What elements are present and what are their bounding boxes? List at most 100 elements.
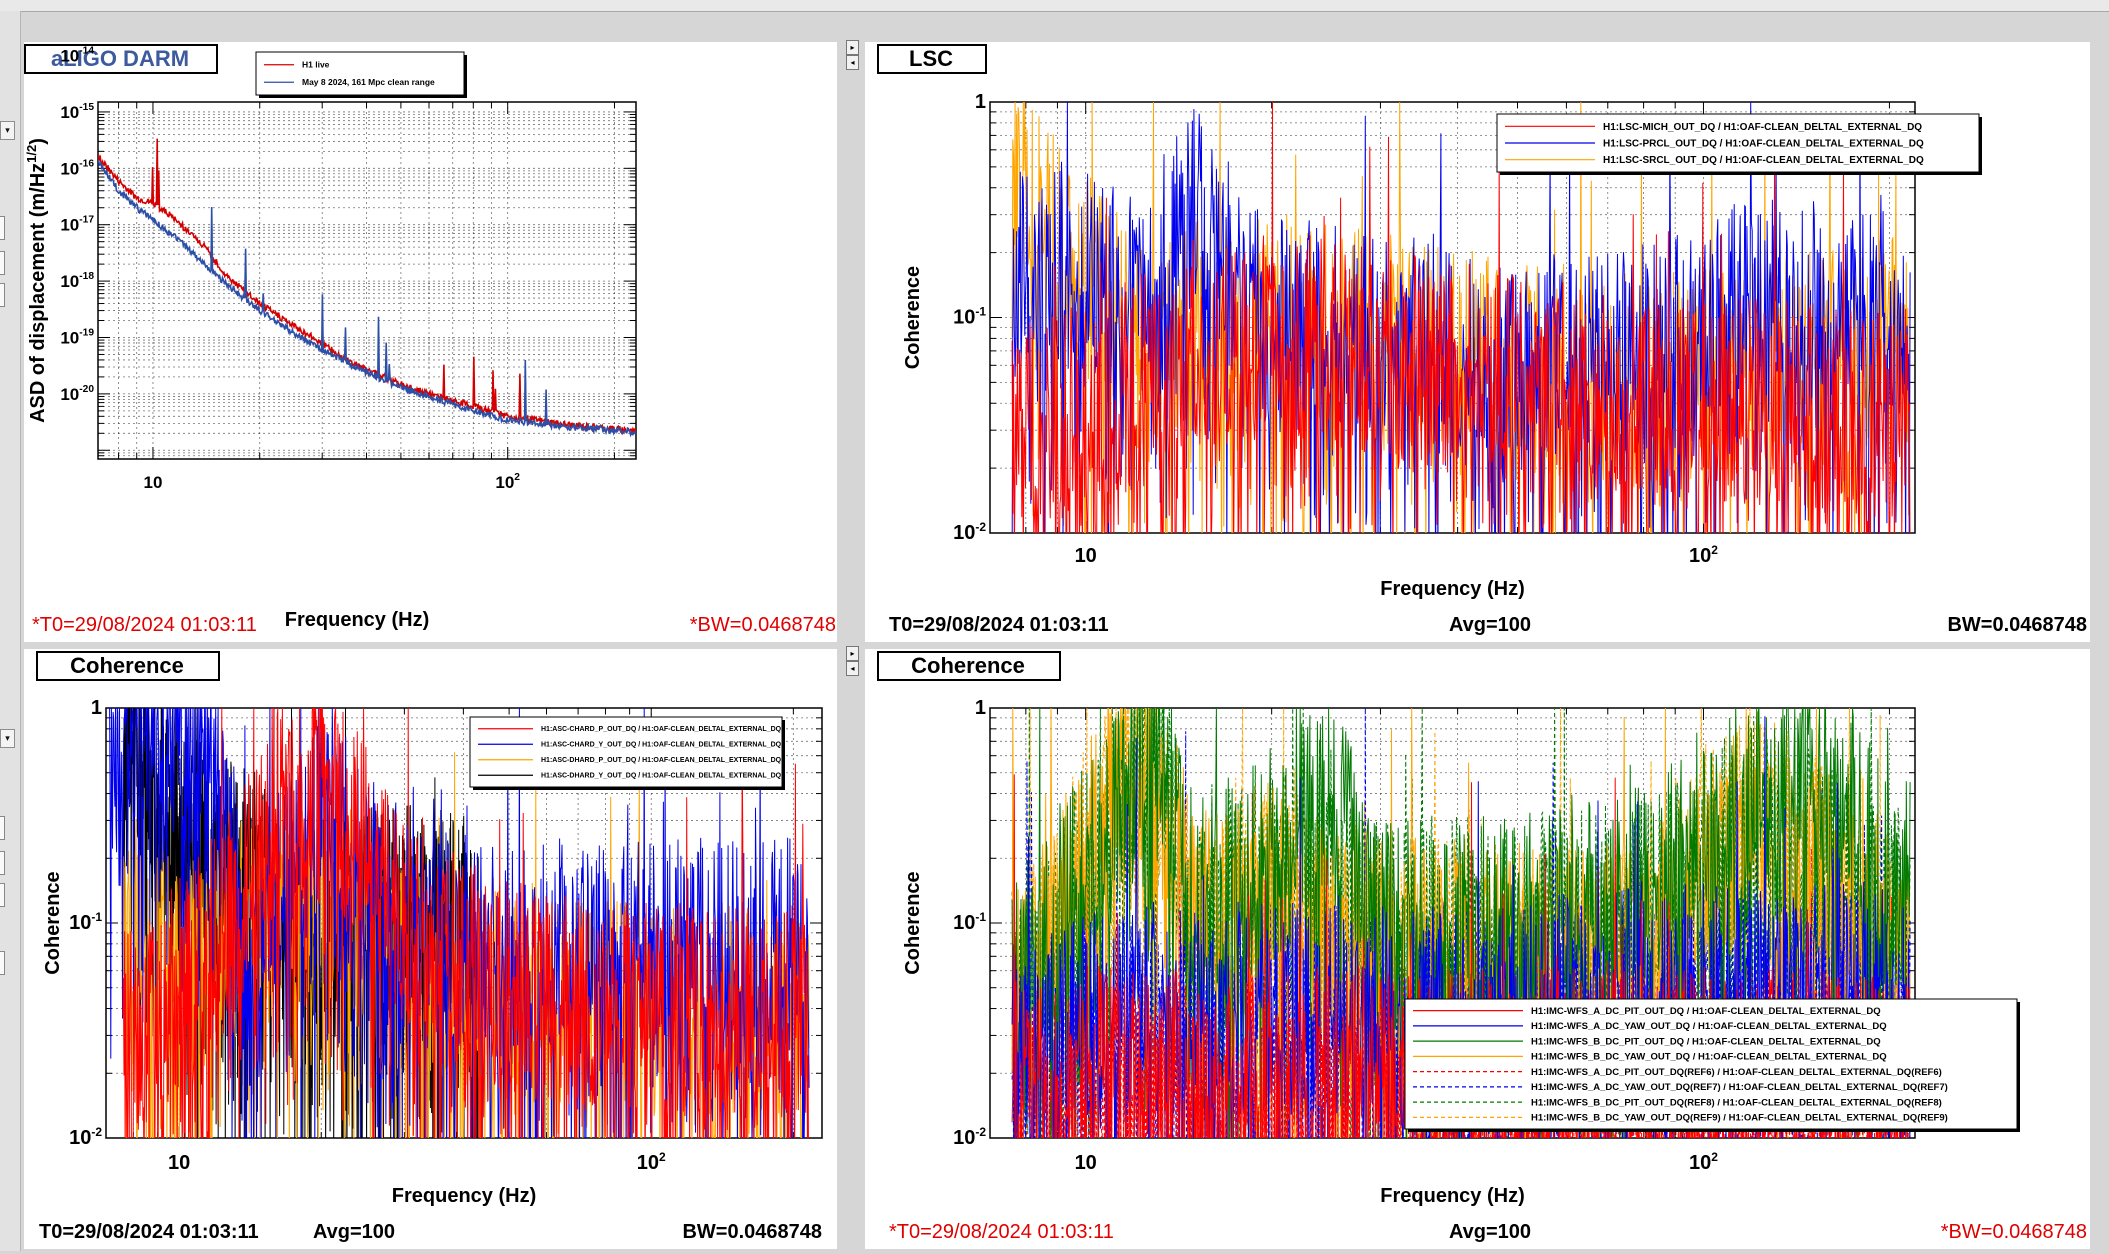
y-tick-label: 1: [975, 91, 986, 113]
imc-coherence-chart: Coherence 1 10-1 10-2 10 102 Frequency (Hz) Coh…: [877, 651, 2087, 1243]
side-control[interactable]: [0, 216, 5, 240]
y-axis-label: ASD of displacement (m/Hz1/2): [24, 138, 49, 423]
legend-label-2: H1:LSC-SRCL_OUT_DQ / H1:OAF-CLEAN_DELTAL…: [1603, 155, 1924, 166]
y-tick-label: 10-14: [60, 46, 94, 66]
side-control[interactable]: [0, 283, 5, 307]
panel-menu-dropdown[interactable]: ▾: [0, 121, 15, 140]
x-tick-label: 102: [495, 472, 520, 492]
plot-title-box: aLIGO DARM: [24, 44, 218, 74]
footer-t0: *T0=29/08/2024 01:03:11: [889, 1221, 1114, 1243]
y-tick-label: 10-2: [953, 1125, 986, 1149]
pad-separator: ▸ ◂ ▸ ◂: [842, 40, 864, 1252]
x-tick-label: 102: [1689, 1150, 1718, 1174]
arrow-left-icon[interactable]: ◂: [846, 55, 859, 70]
title-frame: [36, 651, 220, 681]
side-control[interactable]: [0, 251, 5, 275]
y-axis-label: Coherence: [902, 266, 924, 369]
side-control[interactable]: [0, 951, 5, 975]
side-control[interactable]: [0, 851, 5, 875]
legend-label-0: H1:ASC-CHARD_P_OUT_DQ / H1:OAF-CLEAN_DEL…: [541, 726, 782, 733]
legend-label-5: H1:IMC-WFS_A_DC_YAW_OUT_DQ(REF7) / H1:OA…: [1531, 1082, 1948, 1093]
y-tick-label: 10-1: [69, 910, 102, 934]
series-line-1: [109, 708, 810, 1138]
y-tick-label: 10-2: [69, 1125, 102, 1149]
series-line-5: [1011, 708, 1911, 1138]
plot-title: LSC: [909, 46, 953, 71]
y-tick-label: 10-16: [60, 158, 94, 178]
arrow-left-icon[interactable]: ◂: [846, 661, 859, 676]
series-group: [98, 138, 636, 438]
x-axis-label: Frequency (Hz): [1380, 1185, 1524, 1207]
legend-label-3: H1:IMC-WFS_B_DC_YAW_OUT_DQ / H1:OAF-CLEA…: [1531, 1052, 1887, 1063]
legend-label-0: H1 live: [302, 60, 330, 70]
y-tick-label: 1: [975, 697, 986, 719]
x-tick-label: 10: [143, 473, 162, 492]
plot-frame: [97, 101, 637, 460]
footer-t0: T0=29/08/2024 01:03:11: [39, 1221, 259, 1243]
y-tick-label: 10-1: [953, 910, 986, 934]
plot-title-box: LSC: [877, 44, 987, 74]
y-tick-label: 10-2: [953, 520, 986, 544]
imc-coherence-pad[interactable]: Coherence 1 10-1 10-2 10 102 Frequency (Hz) Coh…: [865, 649, 2090, 1249]
legend-label-2: H1:ASC-DHARD_P_OUT_DQ / H1:OAF-CLEAN_DEL…: [541, 757, 782, 764]
footer-bw: BW=0.0468748: [1947, 614, 2087, 636]
y-tick-label: 10-19: [60, 327, 94, 347]
series-line-0: [1011, 102, 1911, 533]
top-toolbar: [0, 0, 2109, 12]
y-tick-label: 10-1: [953, 305, 986, 329]
asc-coherence-pad[interactable]: Coherence 1 10-1 10-2 10 102 Frequency (Hz) Coh…: [24, 649, 837, 1249]
title-frame: [877, 651, 1061, 681]
plot-title: Coherence: [70, 653, 184, 678]
footer-t0: *T0=29/08/2024 01:03:11: [32, 614, 257, 636]
legend-frame: [255, 51, 465, 96]
plot-title-box: Coherence: [877, 651, 1061, 681]
y-tick-label: 1: [91, 697, 102, 719]
x-tick-label: 102: [1689, 543, 1718, 567]
x-tick-label: 10: [168, 1152, 190, 1174]
x-tick-label: 102: [637, 1150, 666, 1174]
legend-label-4: H1:IMC-WFS_A_DC_PIT_OUT_DQ(REF6) / H1:OA…: [1531, 1067, 1942, 1078]
footer-avg: Avg=100: [1449, 614, 1531, 636]
left-control-strip: ▾ ▾: [0, 11, 21, 1251]
plot-title: Coherence: [911, 653, 1025, 678]
legend-label-1: H1:LSC-PRCL_OUT_DQ / H1:OAF-CLEAN_DELTAL…: [1603, 139, 1924, 150]
y-tick-label: 10-20: [60, 384, 94, 404]
legend-label-2: H1:IMC-WFS_B_DC_PIT_OUT_DQ / H1:OAF-CLEA…: [1531, 1036, 1881, 1047]
series-group: [1011, 102, 1911, 533]
panel-menu-dropdown[interactable]: ▾: [0, 729, 15, 748]
legend-label-3: H1:ASC-DHARD_Y_OUT_DQ / H1:OAF-CLEAN_DEL…: [541, 773, 782, 780]
legend-label-0: H1:IMC-WFS_A_DC_PIT_OUT_DQ / H1:OAF-CLEA…: [1531, 1006, 1881, 1017]
arrow-right-icon[interactable]: ▸: [846, 40, 859, 55]
title-frame: [24, 44, 218, 74]
arrow-right-icon[interactable]: ▸: [846, 646, 859, 661]
footer-avg: Avg=100: [313, 1221, 395, 1243]
series-line-2: [1011, 708, 1911, 1138]
y-axis-label: Coherence: [902, 871, 924, 974]
x-axis-label: Frequency (Hz): [285, 609, 429, 631]
series-line-1: [1011, 102, 1911, 533]
legend: H1:ASC-CHARD_P_OUT_DQ / H1:OAF-CLEAN_DEL…: [469, 716, 785, 790]
darm-plot-pad[interactable]: aLIGO DARM 10-14 10-15 10-16 10-17 10-18 10-19…: [24, 42, 837, 642]
legend-frame: [1404, 998, 2018, 1130]
tick-marks: [97, 102, 636, 459]
legend-label-6: H1:IMC-WFS_B_DC_PIT_OUT_DQ(REF8) / H1:OA…: [1531, 1097, 1942, 1108]
legend-label-1: H1:IMC-WFS_A_DC_YAW_OUT_DQ / H1:OAF-CLEA…: [1531, 1021, 1887, 1032]
footer-bw: *BW=0.0468748: [690, 614, 836, 636]
y-tick-label: 10-18: [60, 271, 94, 291]
side-control[interactable]: [0, 816, 5, 840]
y-axis-label: Coherence: [42, 871, 64, 974]
tick-marks: [989, 101, 1915, 534]
lsc-coherence-pad[interactable]: LSC 1 10-1 10-2 10 102 Frequency (Hz) Coherence…: [865, 42, 2090, 642]
legend-label-1: May 8 2024, 161 Mpc clean range: [302, 77, 435, 87]
y-tick-label: 10-15: [60, 102, 94, 122]
y-tick-label: 10-17: [60, 215, 94, 235]
side-control[interactable]: [0, 883, 5, 907]
x-axis-label: Frequency (Hz): [1380, 578, 1524, 600]
footer-bw: *BW=0.0468748: [1941, 1221, 2087, 1243]
legend: H1:LSC-MICH_OUT_DQ / H1:OAF-CLEAN_DELTAL…: [1496, 113, 1982, 175]
legend-label-1: H1:ASC-CHARD_Y_OUT_DQ / H1:OAF-CLEAN_DEL…: [541, 742, 782, 749]
plot-title-box: Coherence: [36, 651, 220, 681]
legend: H1 live May 8 2024, 161 Mpc clean range: [255, 51, 467, 98]
legend-label-0: H1:LSC-MICH_OUT_DQ / H1:OAF-CLEAN_DELTAL…: [1603, 122, 1922, 133]
